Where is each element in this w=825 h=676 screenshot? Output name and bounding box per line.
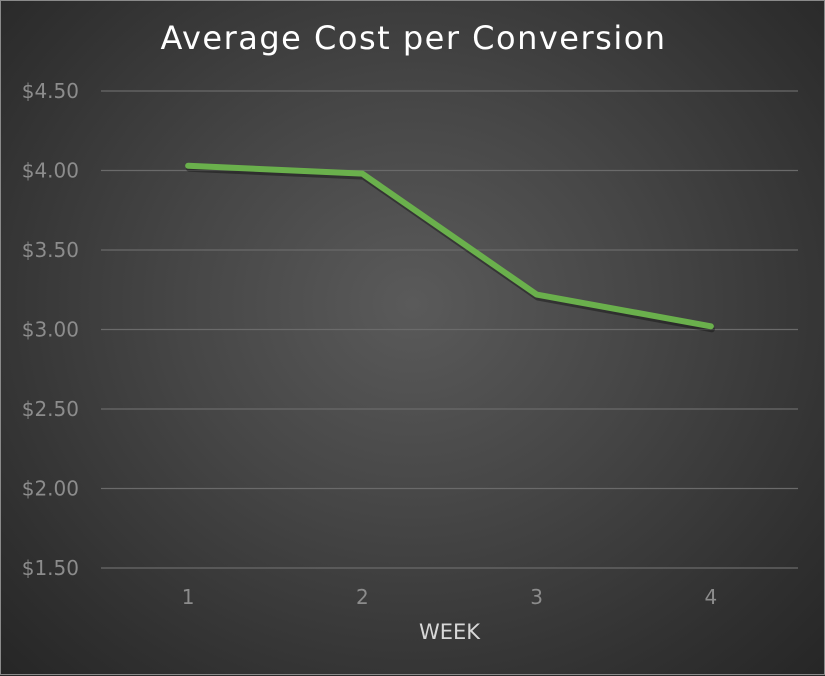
data-point (361, 173, 363, 175)
y-tick-label: $3.50 (22, 238, 79, 262)
data-point (710, 325, 712, 327)
gridlines (101, 90, 798, 569)
y-tick-label: $1.50 (22, 556, 79, 580)
y-tick-label: $2.00 (22, 477, 79, 501)
chart-title: Average Cost per Conversion (160, 19, 667, 57)
x-tick-label: 4 (705, 585, 718, 609)
y-tick-label: $2.50 (22, 397, 79, 421)
y-axis-ticks: $1.50 $2.00 $2.50 $3.00 $3.50 $4.00 $4.50 (22, 79, 79, 580)
series-line-shadow (186, 165, 715, 333)
series-line (185, 162, 714, 330)
x-tick-label: 1 (182, 585, 195, 609)
y-tick-label: $4.00 (22, 159, 79, 183)
x-axis-label: WEEK (419, 620, 481, 644)
x-tick-label: 3 (530, 585, 543, 609)
series-layer (185, 162, 715, 333)
data-point (536, 294, 538, 296)
y-tick-label: $3.00 (22, 318, 79, 342)
data-point (187, 165, 189, 167)
x-axis-ticks: 1 2 3 4 (182, 585, 717, 609)
x-tick-label: 2 (356, 585, 369, 609)
y-tick-label: $4.50 (22, 79, 79, 103)
